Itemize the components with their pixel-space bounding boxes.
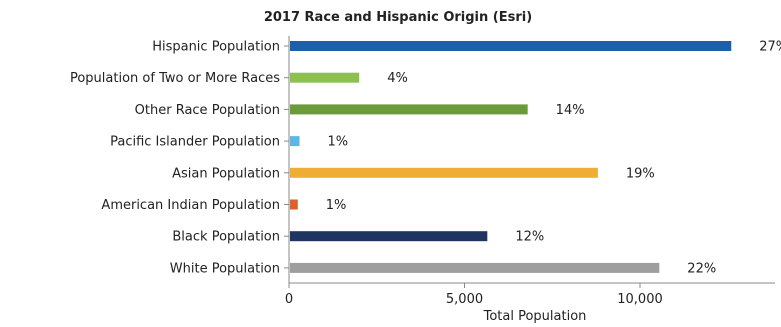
bar-asian-population[interactable] (290, 167, 598, 178)
x-ticks-group: 0 5,000 10,000 (285, 283, 663, 307)
bar-white-population[interactable] (290, 262, 660, 273)
category-label-american-indian-population: American Indian Population (101, 198, 280, 213)
category-label-other-race-population: Other Race Population (135, 103, 280, 118)
data-label-population-of-two-or-more-races: 4% (387, 71, 408, 86)
data-label-other-race-population: 14% (556, 103, 585, 118)
bar-hispanic-population[interactable] (290, 41, 732, 51)
x-tick-label: 0 (285, 292, 293, 307)
data-label-hispanic-population: 27% (759, 40, 781, 55)
data-label-pacific-islander-population: 1% (328, 135, 349, 150)
bar-american-indian-population[interactable] (290, 199, 298, 210)
x-tick-label: 10,000 (617, 292, 663, 307)
data-label-asian-population: 19% (626, 166, 655, 181)
category-label-hispanic-population: Hispanic Population (152, 40, 280, 55)
data-label-american-indian-population: 1% (326, 198, 347, 213)
x-axis-title: Total Population (483, 309, 587, 324)
x-tick-label: 5,000 (446, 292, 483, 307)
data-label-white-population: 22% (687, 261, 716, 276)
chart-title: 2017 Race and Hispanic Origin (Esri) (264, 10, 532, 25)
bar-pacific-islander-population[interactable] (290, 136, 300, 147)
category-label-white-population: White Population (170, 261, 280, 276)
bar-other-race-population[interactable] (290, 104, 528, 115)
category-label-asian-population: Asian Population (172, 166, 280, 181)
category-label-pacific-islander-population: Pacific Islander Population (110, 135, 280, 150)
data-label-black-population: 12% (515, 230, 544, 245)
category-label-population-of-two-or-more-races: Population of Two or More Races (70, 71, 280, 86)
bar-black-population[interactable] (290, 231, 488, 242)
bar-population-of-two-or-more-races[interactable] (290, 72, 360, 83)
category-label-black-population: Black Population (172, 230, 280, 245)
bars-group: Hispanic Population 27% Population of Two … (70, 40, 781, 277)
